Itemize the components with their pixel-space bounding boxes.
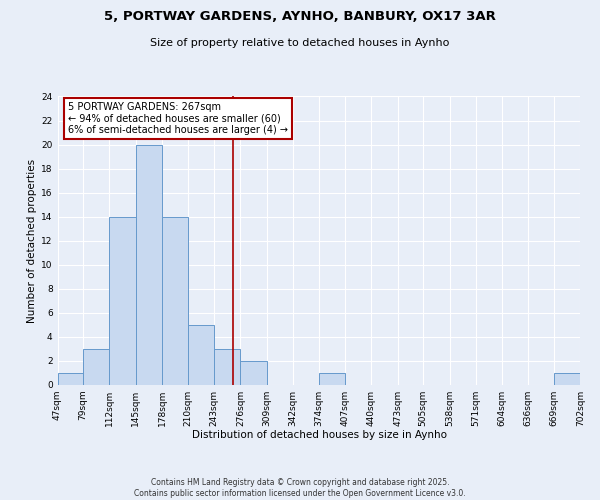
Bar (83, 348, 109, 384)
Text: 5, PORTWAY GARDENS, AYNHO, BANBURY, OX17 3AR: 5, PORTWAY GARDENS, AYNHO, BANBURY, OX17… (104, 10, 496, 23)
Bar (319, 372, 345, 384)
Text: Contains HM Land Registry data © Crown copyright and database right 2025.
Contai: Contains HM Land Registry data © Crown c… (134, 478, 466, 498)
Bar (554, 372, 580, 384)
Y-axis label: Number of detached properties: Number of detached properties (27, 158, 37, 322)
X-axis label: Distribution of detached houses by size in Aynho: Distribution of detached houses by size … (191, 430, 446, 440)
Bar (136, 144, 162, 384)
Bar (109, 216, 136, 384)
Text: Size of property relative to detached houses in Aynho: Size of property relative to detached ho… (151, 38, 449, 48)
Bar (58, 372, 83, 384)
Bar (188, 324, 214, 384)
Bar (214, 348, 241, 384)
Text: 5 PORTWAY GARDENS: 267sqm
← 94% of detached houses are smaller (60)
6% of semi-d: 5 PORTWAY GARDENS: 267sqm ← 94% of detac… (68, 102, 288, 136)
Bar (162, 216, 188, 384)
Bar (241, 360, 267, 384)
